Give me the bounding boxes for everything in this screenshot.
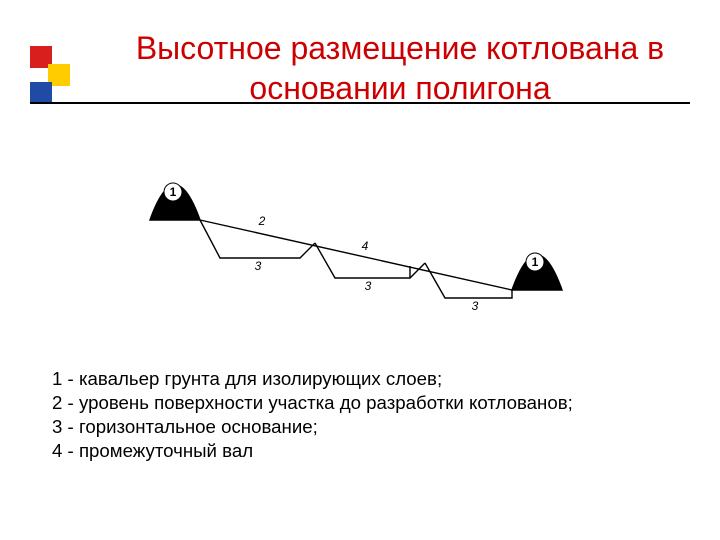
title-line-1: Высотное размещение котлована в [136, 30, 664, 66]
label-2: 2 [258, 214, 266, 228]
label-4: 4 [362, 239, 369, 253]
legend: 1 - кавальер грунта для изолирующих слое… [52, 368, 680, 464]
pit-outline-1 [200, 220, 315, 258]
mound-label-text: 1 [170, 185, 177, 199]
label-3: 3 [472, 299, 479, 313]
cross-section-diagram: 1 1 2 3 3 4 3 [140, 150, 580, 330]
legend-item: 3 - горизонтальное основание; [52, 416, 680, 438]
decor-square-blue [30, 82, 52, 104]
title-line-2: основании полигона [249, 70, 550, 106]
legend-item: 2 - уровень поверхности участка до разра… [52, 392, 680, 414]
legend-item: 4 - промежуточный вал [52, 440, 680, 462]
label-3: 3 [365, 279, 372, 293]
slide-title: Высотное размещение котлована в основани… [120, 28, 680, 108]
original-surface-line [200, 220, 512, 290]
title-underline [30, 102, 690, 104]
label-3: 3 [255, 259, 262, 273]
pit-outline-2 [315, 243, 425, 278]
legend-item: 1 - кавальер грунта для изолирующих слое… [52, 368, 680, 390]
mound-label-text: 1 [532, 255, 539, 269]
